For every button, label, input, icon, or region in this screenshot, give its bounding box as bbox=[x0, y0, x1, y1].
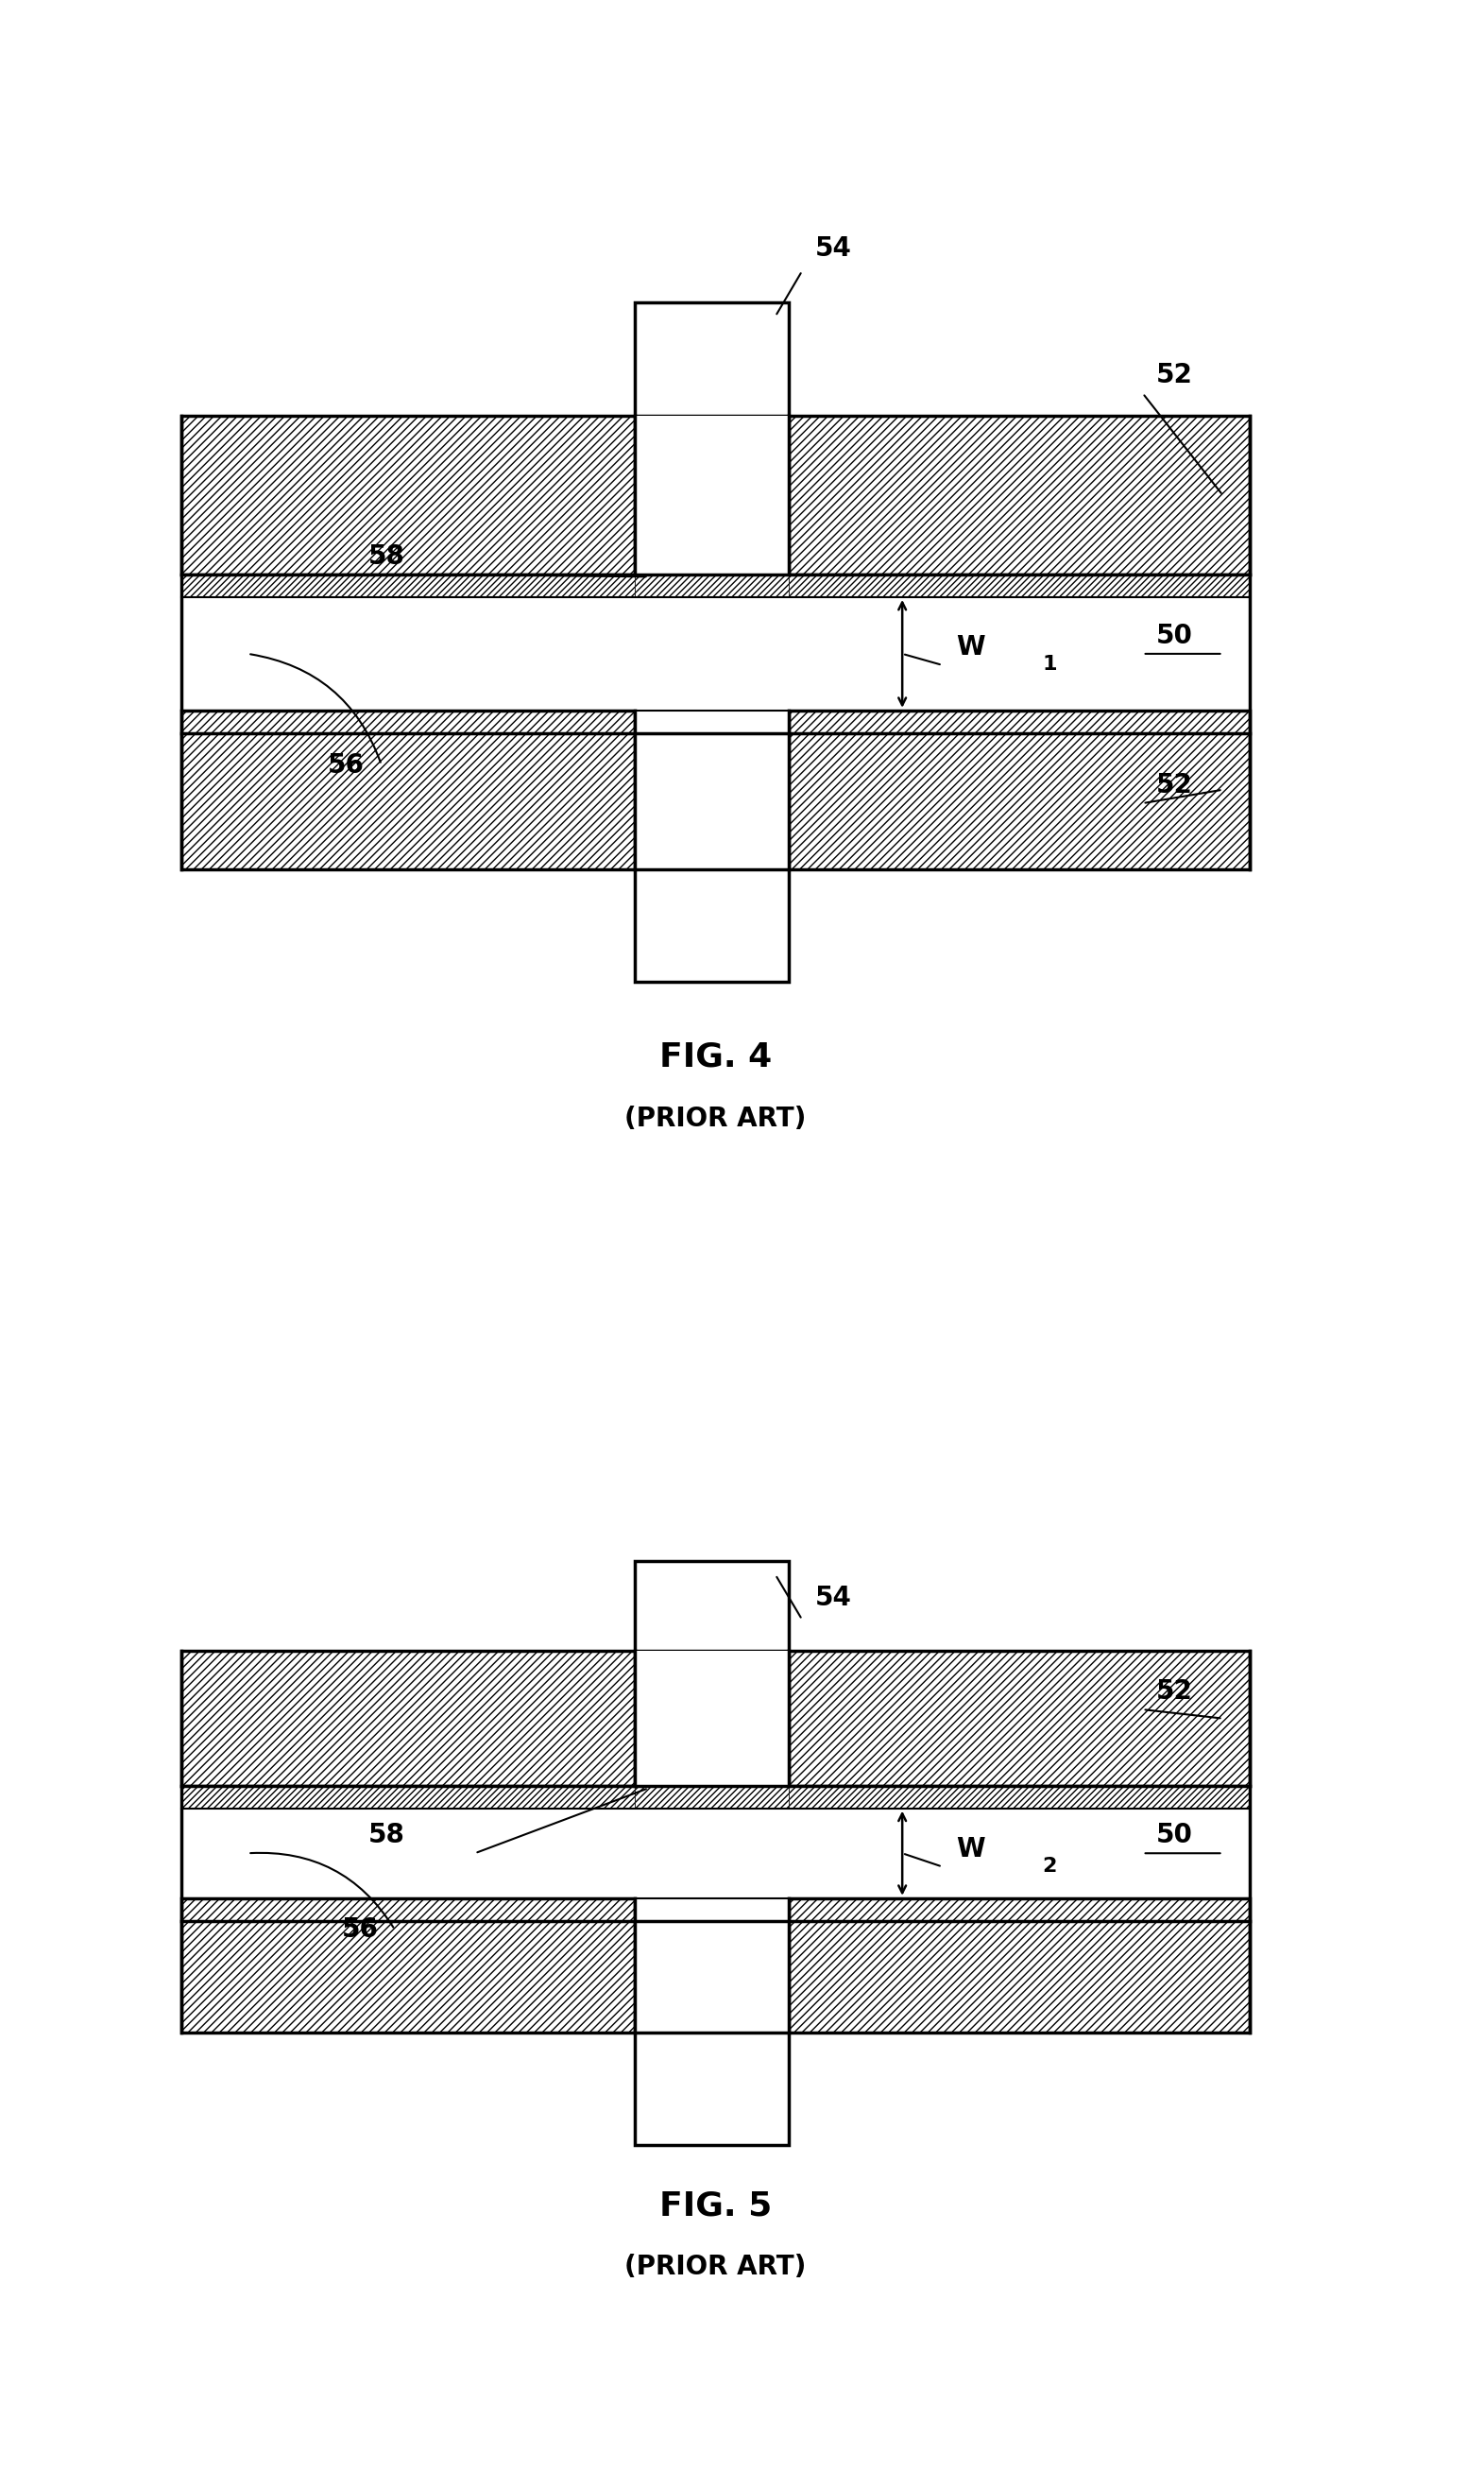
Bar bbox=[635, 415, 789, 576]
Bar bbox=[181, 1898, 635, 1920]
Bar bbox=[635, 1651, 789, 1787]
Text: 52: 52 bbox=[1156, 773, 1193, 798]
Bar bbox=[789, 1787, 1250, 1809]
Bar bbox=[789, 1898, 1250, 1920]
Text: 52: 52 bbox=[1156, 363, 1193, 388]
Bar bbox=[181, 712, 635, 870]
Text: 54: 54 bbox=[816, 1584, 852, 1611]
Bar bbox=[635, 1898, 789, 2034]
Bar bbox=[181, 576, 635, 598]
Text: 52: 52 bbox=[1156, 1678, 1193, 1705]
Text: FIG. 5: FIG. 5 bbox=[659, 2189, 772, 2221]
Bar bbox=[635, 2034, 789, 2145]
Text: 50: 50 bbox=[1156, 623, 1193, 650]
Bar bbox=[635, 870, 789, 983]
Bar bbox=[635, 1787, 789, 1809]
Bar bbox=[635, 1898, 789, 1920]
Bar bbox=[635, 712, 789, 870]
Bar bbox=[789, 1651, 1250, 1787]
Text: 54: 54 bbox=[816, 235, 852, 262]
Text: 50: 50 bbox=[1156, 1821, 1193, 1848]
Bar bbox=[789, 576, 1250, 598]
Text: (PRIOR ART): (PRIOR ART) bbox=[625, 2254, 806, 2281]
Bar bbox=[789, 1898, 1250, 2034]
Bar bbox=[181, 1787, 635, 1809]
Text: W: W bbox=[956, 635, 984, 660]
Text: 58: 58 bbox=[368, 1821, 405, 1848]
Text: 56: 56 bbox=[328, 751, 365, 778]
Text: 56: 56 bbox=[341, 1917, 378, 1942]
Bar bbox=[635, 1562, 789, 1651]
Text: 1: 1 bbox=[1042, 655, 1057, 675]
Bar bbox=[635, 712, 789, 734]
Bar bbox=[181, 712, 635, 734]
Bar bbox=[181, 1651, 635, 1787]
Bar bbox=[181, 1898, 635, 2034]
Text: 2: 2 bbox=[1042, 1856, 1057, 1875]
Text: W: W bbox=[956, 1836, 984, 1863]
Text: FIG. 4: FIG. 4 bbox=[659, 1040, 772, 1072]
Bar bbox=[789, 415, 1250, 576]
Bar bbox=[789, 712, 1250, 734]
Bar bbox=[635, 576, 789, 598]
Bar bbox=[635, 304, 789, 415]
Bar bbox=[181, 415, 635, 576]
Text: 58: 58 bbox=[368, 544, 405, 571]
Text: (PRIOR ART): (PRIOR ART) bbox=[625, 1105, 806, 1132]
Bar bbox=[789, 712, 1250, 870]
